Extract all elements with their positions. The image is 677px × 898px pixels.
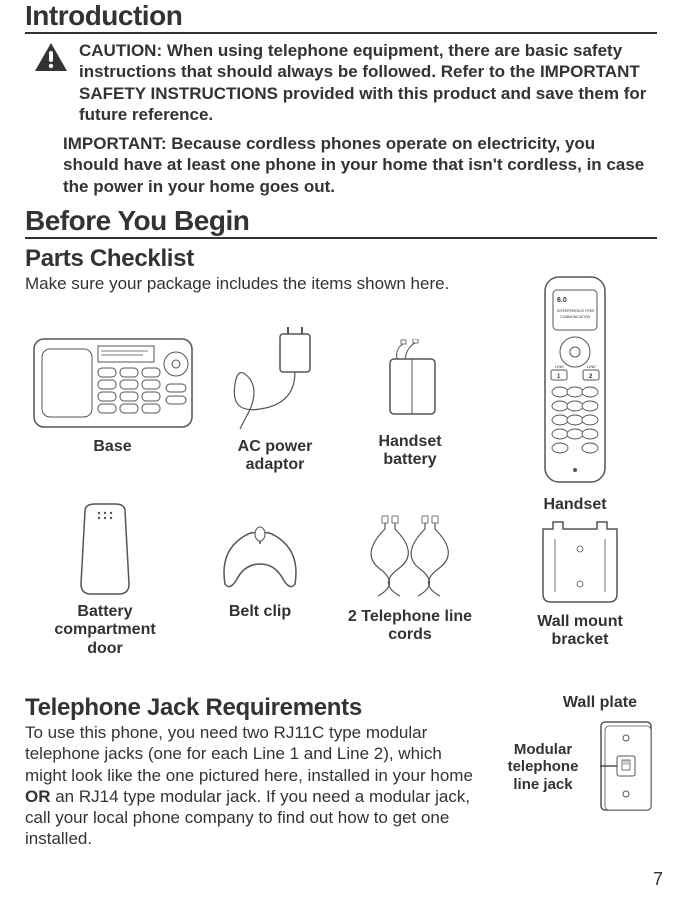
- modular-jack-label: Modular telephone line jack: [497, 741, 589, 793]
- part-base-label: Base: [25, 438, 200, 456]
- part-belt-clip: Belt clip: [200, 519, 320, 621]
- part-handset-battery: Handset battery: [355, 339, 465, 470]
- part-wall-bracket-label: Wall mount bracket: [515, 613, 645, 650]
- svg-text:COMMUNICATION: COMMUNICATION: [560, 315, 591, 319]
- base-illustration: [25, 324, 200, 434]
- handset-illustration: 6.0 INTERFERENCE FREE COMMUNICATION LINE…: [505, 272, 645, 492]
- svg-text:INTERFERENCE FREE: INTERFERENCE FREE: [557, 309, 595, 313]
- introduction-heading: Introduction: [25, 0, 657, 34]
- jack-text-pre: To use this phone, you need two RJ11C ty…: [25, 723, 473, 785]
- before-you-begin-heading: Before You Begin: [25, 205, 657, 239]
- part-ac-adaptor: AC power adaptor: [215, 324, 335, 475]
- part-belt-clip-label: Belt clip: [200, 603, 320, 621]
- wall-bracket-illustration: [515, 514, 645, 609]
- parts-checklist-heading: Parts Checklist: [25, 245, 657, 273]
- part-handset: 6.0 INTERFERENCE FREE COMMUNICATION LINE…: [505, 272, 645, 514]
- jack-text-or: OR: [25, 787, 51, 806]
- caution-text: CAUTION: When using telephone equipment,…: [79, 40, 649, 125]
- part-battery-door: Battery compartment door: [40, 499, 170, 658]
- wall-plate-illustration: [595, 718, 657, 816]
- svg-text:6.0: 6.0: [557, 297, 567, 304]
- battery-door-illustration: [40, 499, 170, 599]
- wall-plate-title: Wall plate: [497, 694, 657, 712]
- jack-text: To use this phone, you need two RJ11C ty…: [25, 722, 487, 850]
- part-ac-adaptor-label: AC power adaptor: [215, 438, 335, 475]
- line-cords-illustration: [345, 514, 475, 604]
- caution-block: CAUTION: When using telephone equipment,…: [25, 40, 657, 133]
- page-number: 7: [653, 869, 663, 890]
- ac-adaptor-illustration: [215, 324, 335, 434]
- belt-clip-illustration: [200, 519, 320, 599]
- svg-text:LINE: LINE: [555, 364, 564, 369]
- part-handset-label: Handset: [505, 496, 645, 514]
- part-wall-bracket: Wall mount bracket: [515, 514, 645, 650]
- handset-battery-illustration: [355, 339, 465, 429]
- jack-text-post: an RJ14 type modular jack. If you need a…: [25, 787, 470, 849]
- jack-heading: Telephone Jack Requirements: [25, 694, 487, 722]
- parts-grid: Base AC power adaptor Handset batt: [25, 294, 657, 694]
- part-line-cords: 2 Telephone line cords: [345, 514, 475, 645]
- part-base: Base: [25, 324, 200, 456]
- jack-section: Telephone Jack Requirements To use this …: [25, 694, 657, 850]
- part-line-cords-label: 2 Telephone line cords: [345, 608, 475, 645]
- part-battery-door-label: Battery compartment door: [40, 603, 170, 658]
- part-handset-battery-label: Handset battery: [355, 433, 465, 470]
- warning-icon: [33, 40, 69, 125]
- important-text: IMPORTANT: Because cordless phones opera…: [25, 133, 657, 205]
- svg-text:LINE: LINE: [587, 364, 596, 369]
